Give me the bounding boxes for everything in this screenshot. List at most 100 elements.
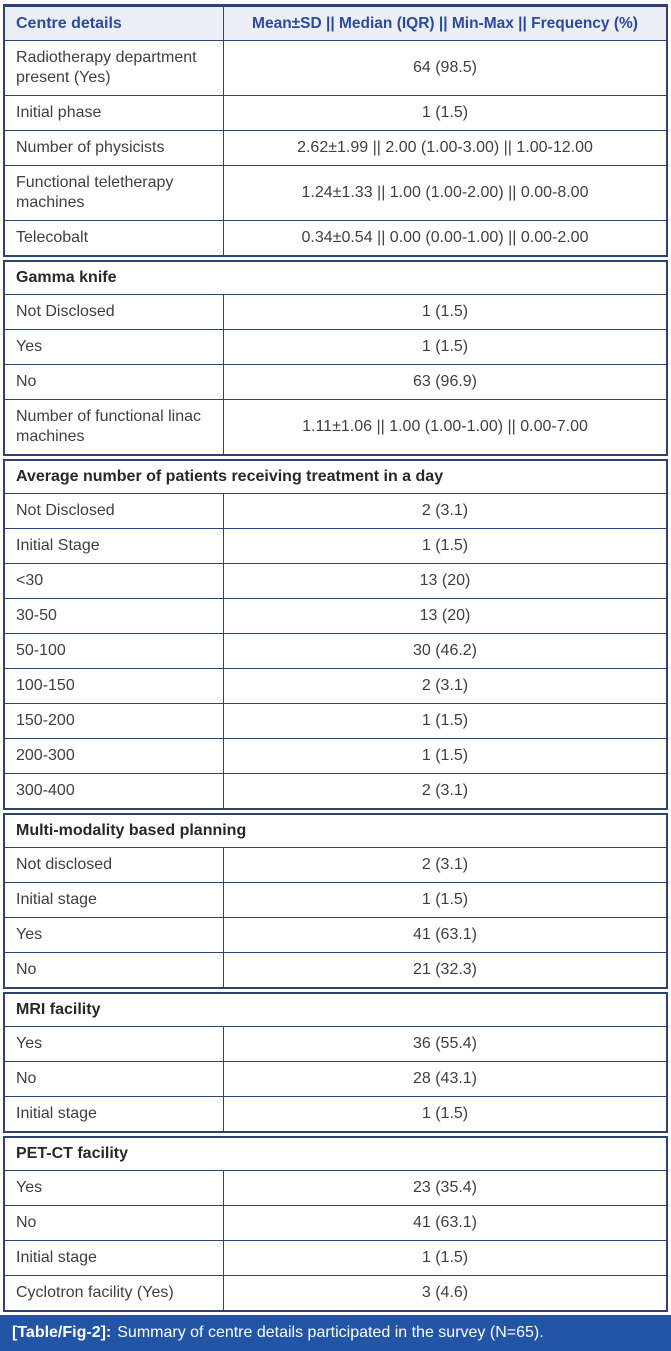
row-value: 28 (43.1) (223, 1062, 666, 1096)
row-label: 300-400 (16, 782, 75, 799)
table-row: Initial stage 1 (1.5) (5, 882, 666, 917)
row-value: 2 (3.1) (223, 848, 666, 882)
row-value: 1 (1.5) (223, 96, 666, 130)
row-label: Yes (16, 926, 43, 943)
row-label: Yes (16, 1179, 43, 1196)
row-value: 36 (55.4) (223, 1027, 666, 1061)
row-label: Radiotherapy department present (Yes) (16, 49, 197, 86)
row-value: 1.24±1.33 || 1.00 (1.00-2.00) || 0.00-8.… (223, 166, 666, 220)
table-section-block: Average number of patients receiving tre… (3, 459, 668, 810)
row-label: Telecobalt (16, 229, 89, 246)
table-row: Not Disclosed 1 (1.5) (5, 294, 666, 329)
table-row: 200-300 1 (1.5) (5, 738, 666, 773)
table-section-block: Multi-modality based planning Not disclos… (3, 813, 668, 989)
row-value: 3 (4.6) (223, 1276, 666, 1310)
table-row: No 63 (96.9) (5, 364, 666, 399)
table-row: 100-150 2 (3.1) (5, 668, 666, 703)
row-label: Cyclotron facility (Yes) (16, 1284, 174, 1301)
table-row: Initial phase 1 (1.5) (5, 95, 666, 130)
row-label: No (16, 373, 37, 390)
table-row: 30-50 13 (20) (5, 598, 666, 633)
table-row: Telecobalt 0.34±0.54 || 0.00 (0.00-1.00) … (5, 220, 666, 255)
table-row: Initial Stage 1 (1.5) (5, 528, 666, 563)
table-caption-text: Summary of centre details participated i… (117, 1324, 544, 1342)
table-row: Not disclosed 2 (3.1) (5, 847, 666, 882)
row-label: Initial Stage (16, 537, 100, 554)
section-title: MRI facility (5, 994, 666, 1026)
row-value: 1 (1.5) (223, 529, 666, 563)
row-value: 63 (96.9) (223, 365, 666, 399)
row-label: Yes (16, 338, 43, 355)
row-value: 41 (63.1) (223, 1206, 666, 1240)
section-title: Gamma knife (5, 262, 666, 294)
row-label: Not Disclosed (16, 502, 115, 519)
table-row: Number of functional linac machines 1.11±… (5, 399, 666, 454)
row-value: 13 (20) (223, 599, 666, 633)
row-label: 150-200 (16, 712, 75, 729)
table-row: No 28 (43.1) (5, 1061, 666, 1096)
row-value: 0.34±0.54 || 0.00 (0.00-1.00) || 0.00-2.… (223, 221, 666, 255)
row-label: Number of physicists (16, 139, 165, 156)
row-value: 1 (1.5) (223, 295, 666, 329)
row-value: 1 (1.5) (223, 330, 666, 364)
row-label: Functional teletherapy machines (16, 174, 174, 211)
row-value: 2 (3.1) (223, 494, 666, 528)
row-value: 1 (1.5) (223, 883, 666, 917)
table-row: Yes 36 (55.4) (5, 1026, 666, 1061)
row-value: 2.62±1.99 || 2.00 (1.00-3.00) || 1.00-12… (223, 131, 666, 165)
row-label: Not Disclosed (16, 303, 115, 320)
table-row: Yes 23 (35.4) (5, 1170, 666, 1205)
row-value: 1 (1.5) (223, 1097, 666, 1131)
table-row: No 41 (63.1) (5, 1205, 666, 1240)
table-section-block: MRI facility Yes 36 (55.4) No 28 (43.1) Initi… (3, 992, 668, 1133)
row-value: 1 (1.5) (223, 704, 666, 738)
row-label: 30-50 (16, 607, 57, 624)
row-label: 50-100 (16, 642, 66, 659)
table-row: Functional teletherapy machines 1.24±1.33… (5, 165, 666, 220)
row-value: 1 (1.5) (223, 739, 666, 773)
header-cell-centre-details: Centre details (16, 14, 122, 32)
header-cell-statistics: Mean±SD || Median (IQR) || Min-Max || Fr… (223, 7, 666, 40)
table-row: Initial stage 1 (1.5) (5, 1240, 666, 1275)
row-value: 13 (20) (223, 564, 666, 598)
table-row: No 21 (32.3) (5, 952, 666, 987)
row-value: 1.11±1.06 || 1.00 (1.00-1.00) || 0.00-7.… (223, 400, 666, 454)
table-row: 150-200 1 (1.5) (5, 703, 666, 738)
table-caption: [Table/Fig-2]: Summary of centre details… (0, 1315, 671, 1351)
centre-details-table: Centre details Mean±SD || Median (IQR) |… (3, 4, 668, 1312)
table-row: Yes 41 (63.1) (5, 917, 666, 952)
table-header-row: Centre details Mean±SD || Median (IQR) |… (5, 7, 666, 40)
row-value: 21 (32.3) (223, 953, 666, 987)
table-block-main: Centre details Mean±SD || Median (IQR) |… (3, 4, 668, 257)
row-label: Initial stage (16, 1105, 97, 1122)
table-caption-tag: [Table/Fig-2]: (12, 1324, 112, 1342)
row-label: Initial phase (16, 104, 102, 121)
row-value: 30 (46.2) (223, 634, 666, 668)
row-label: 200-300 (16, 747, 75, 764)
table-row: Not Disclosed 2 (3.1) (5, 493, 666, 528)
row-label: Not disclosed (16, 856, 113, 873)
table-section-block: PET-CT facility Yes 23 (35.4) No 41 (63.1) In… (3, 1136, 668, 1312)
row-label: 100-150 (16, 677, 75, 694)
row-label: No (16, 1214, 37, 1231)
table-row: <30 13 (20) (5, 563, 666, 598)
row-value: 64 (98.5) (223, 41, 666, 95)
row-label: Number of functional linac machines (16, 408, 201, 445)
section-title: PET-CT facility (5, 1138, 666, 1170)
table-row: Number of physicists 2.62±1.99 || 2.00 (1… (5, 130, 666, 165)
row-label: Initial stage (16, 1249, 97, 1266)
table-section-block: Gamma knife Not Disclosed 1 (1.5) Yes 1 (1.5… (3, 260, 668, 456)
row-value: 1 (1.5) (223, 1241, 666, 1275)
section-title: Multi-modality based planning (5, 815, 666, 847)
table-row: Yes 1 (1.5) (5, 329, 666, 364)
row-label: Initial stage (16, 891, 97, 908)
row-label: No (16, 961, 37, 978)
table-row: Radiotherapy department present (Yes) 64 … (5, 40, 666, 95)
row-label: No (16, 1070, 37, 1087)
table-row: 50-100 30 (46.2) (5, 633, 666, 668)
row-value: 2 (3.1) (223, 669, 666, 703)
table-row: Initial stage 1 (1.5) (5, 1096, 666, 1131)
table-row: 300-400 2 (3.1) (5, 773, 666, 808)
row-value: 2 (3.1) (223, 774, 666, 808)
